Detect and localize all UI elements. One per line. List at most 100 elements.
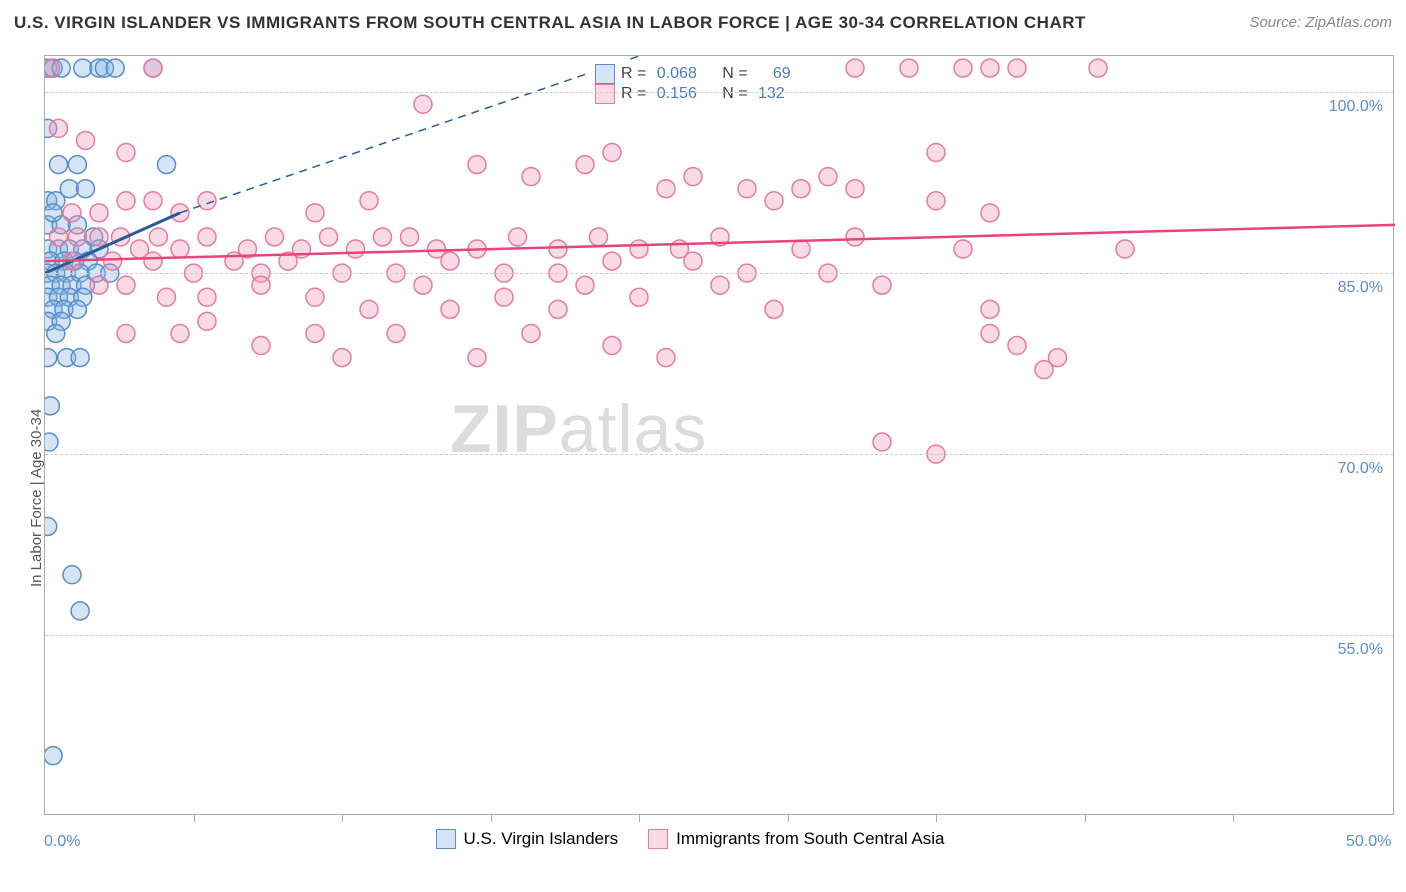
data-point-pink: [603, 337, 621, 355]
data-point-pink: [603, 252, 621, 270]
data-point-pink: [414, 276, 432, 294]
data-point-pink: [149, 228, 167, 246]
x-tick: [342, 814, 343, 822]
data-point-pink: [549, 240, 567, 258]
data-point-pink: [333, 349, 351, 367]
data-point-pink: [1116, 240, 1134, 258]
data-point-pink: [374, 228, 392, 246]
scatter-svg: [45, 56, 1395, 816]
data-point-pink: [819, 168, 837, 186]
data-point-pink: [873, 276, 891, 294]
data-point-blue: [68, 156, 86, 174]
data-point-pink: [90, 204, 108, 222]
data-point-pink: [765, 300, 783, 318]
data-point-pink: [198, 228, 216, 246]
data-point-blue: [74, 59, 92, 77]
r-value-blue: 0.068: [657, 65, 697, 83]
x-tick-label: 50.0%: [1346, 833, 1391, 851]
data-point-pink: [954, 59, 972, 77]
data-point-pink: [509, 228, 527, 246]
data-point-pink: [306, 288, 324, 306]
data-point-pink: [77, 131, 95, 149]
x-tick: [936, 814, 937, 822]
data-point-blue: [106, 59, 124, 77]
data-point-pink: [576, 156, 594, 174]
data-point-pink: [792, 240, 810, 258]
data-point-pink: [198, 288, 216, 306]
data-point-blue: [60, 180, 78, 198]
gridline: [45, 92, 1393, 93]
data-point-blue: [45, 433, 58, 451]
data-point-pink: [495, 288, 513, 306]
trend-line-blue-dash: [180, 56, 639, 213]
data-point-blue: [50, 156, 68, 174]
data-point-pink: [657, 349, 675, 367]
data-point-pink: [360, 300, 378, 318]
legend-swatch-pink: [595, 84, 615, 104]
data-point-pink: [266, 228, 284, 246]
data-point-blue: [77, 180, 95, 198]
x-tick: [194, 814, 195, 822]
data-point-pink: [1089, 59, 1107, 77]
legend-label-pink: Immigrants from South Central Asia: [676, 829, 944, 849]
chart-title: U.S. VIRGIN ISLANDER VS IMMIGRANTS FROM …: [14, 13, 1086, 33]
data-point-pink: [90, 276, 108, 294]
data-point-pink: [684, 168, 702, 186]
data-point-pink: [117, 276, 135, 294]
n-label: N =: [722, 85, 752, 103]
n-value-blue: 69: [773, 65, 791, 83]
data-point-pink: [1049, 349, 1067, 367]
data-point-pink: [171, 240, 189, 258]
data-point-pink: [873, 433, 891, 451]
data-point-pink: [50, 228, 68, 246]
data-point-pink: [68, 228, 86, 246]
gridline: [45, 635, 1393, 636]
data-point-pink: [657, 180, 675, 198]
x-tick: [491, 814, 492, 822]
x-tick: [1085, 814, 1086, 822]
x-tick: [1233, 814, 1234, 822]
data-point-pink: [1008, 337, 1026, 355]
data-point-pink: [738, 180, 756, 198]
data-point-pink: [900, 59, 918, 77]
data-point-pink: [144, 252, 162, 270]
data-point-blue: [158, 156, 176, 174]
r-label: R =: [621, 65, 651, 83]
data-point-pink: [630, 288, 648, 306]
data-point-pink: [198, 312, 216, 330]
data-point-pink: [320, 228, 338, 246]
plot-area: ZIPatlas R = 0.068 N = 69 R = 0.156 N = …: [44, 55, 1394, 815]
data-point-pink: [171, 324, 189, 342]
data-point-pink: [401, 228, 419, 246]
y-tick-label: 55.0%: [1338, 641, 1383, 659]
y-tick-label: 100.0%: [1329, 98, 1383, 116]
r-label: R =: [621, 85, 651, 103]
stats-legend: R = 0.068 N = 69 R = 0.156 N = 132: [585, 60, 801, 108]
data-point-pink: [846, 180, 864, 198]
data-point-pink: [981, 324, 999, 342]
data-point-pink: [158, 288, 176, 306]
gridline: [45, 454, 1393, 455]
series-legend: U.S. Virgin Islanders Immigrants from So…: [436, 829, 945, 849]
data-point-pink: [981, 59, 999, 77]
legend-swatch-blue: [436, 829, 456, 849]
legend-label-blue: U.S. Virgin Islanders: [464, 829, 619, 849]
data-point-blue: [63, 566, 81, 584]
data-point-pink: [414, 95, 432, 113]
data-point-blue: [68, 300, 86, 318]
data-point-pink: [441, 300, 459, 318]
y-axis-label: In Labor Force | Age 30-34: [28, 409, 45, 587]
data-point-pink: [927, 192, 945, 210]
data-point-pink: [104, 252, 122, 270]
data-point-pink: [117, 192, 135, 210]
data-point-blue: [47, 324, 65, 342]
data-point-pink: [144, 59, 162, 77]
data-point-pink: [846, 59, 864, 77]
data-point-pink: [468, 349, 486, 367]
data-point-pink: [981, 204, 999, 222]
r-value-pink: 0.156: [657, 85, 697, 103]
data-point-pink: [765, 192, 783, 210]
data-point-pink: [347, 240, 365, 258]
n-label: N =: [722, 65, 752, 83]
y-tick-label: 70.0%: [1338, 460, 1383, 478]
